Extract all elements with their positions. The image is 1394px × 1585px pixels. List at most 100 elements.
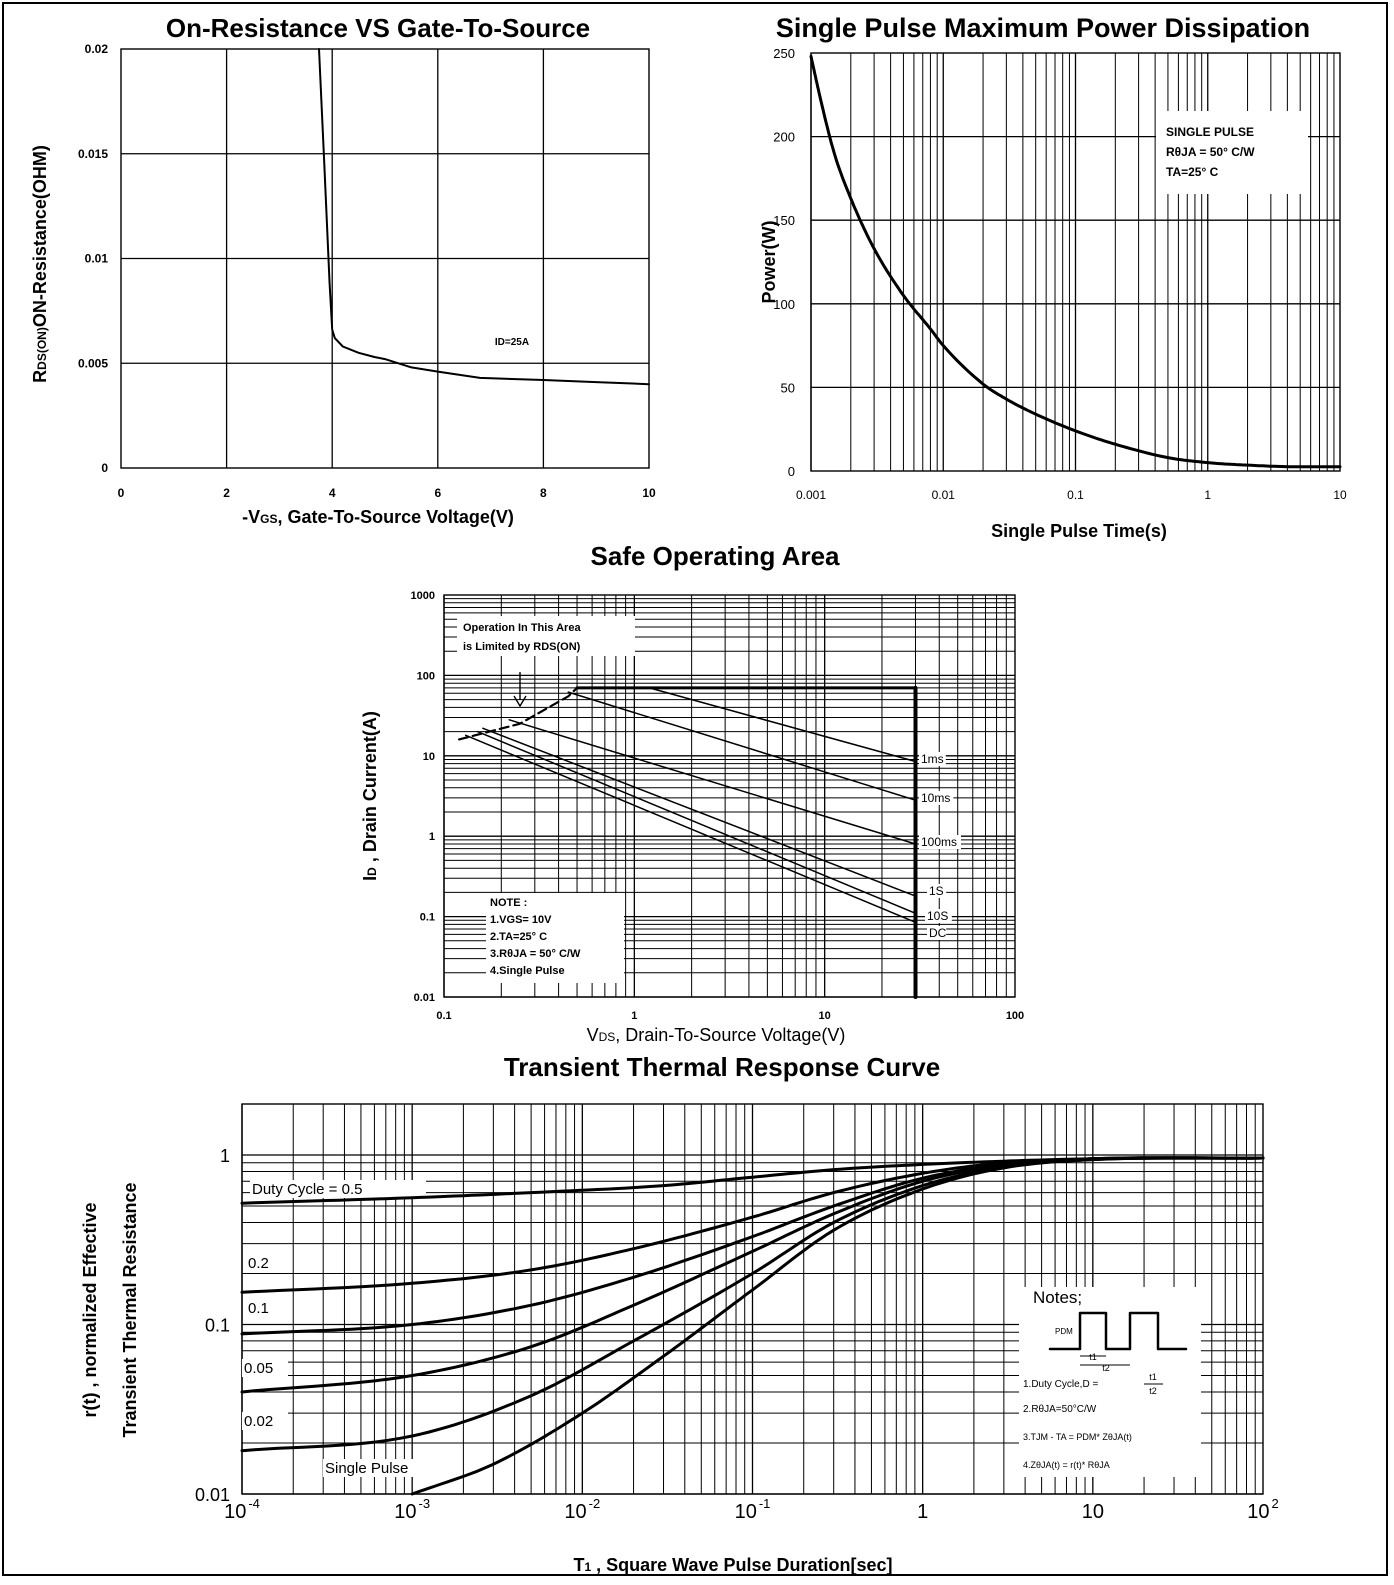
rds-x-axis-label: -VGS, Gate-To-Source Voltage(V) xyxy=(242,507,514,527)
x-tick-label: 2 xyxy=(223,486,230,500)
power-y-axis-label: Power(W) xyxy=(759,220,779,303)
x-tick-base: 10 xyxy=(1247,1501,1269,1523)
duty-fraction-denominator: t2 xyxy=(1149,1386,1157,1396)
thermal-series-label: 0.02 xyxy=(244,1413,273,1430)
y-tick-label: 1000 xyxy=(411,590,435,602)
x-tick-exponent: -2 xyxy=(589,1496,601,1511)
thermal-plot-frame xyxy=(241,1103,1264,1495)
x-tick-label: 10 -2 xyxy=(564,1496,600,1523)
power-legend-line: SINGLE PULSE xyxy=(1166,125,1254,139)
pulse-t1-label: t1 xyxy=(1089,1352,1097,1362)
thermal-note-line: 4.ZθJA(t) = r(t)* RθJA xyxy=(1023,1460,1110,1470)
soa-label-bg xyxy=(927,926,947,940)
rds-plot-frame xyxy=(120,48,650,469)
y-tick-label: 1 xyxy=(429,831,435,843)
thermal-y-axis-label-line: r(t) , normalized Effective xyxy=(80,1202,100,1417)
x-label-sub: GS xyxy=(260,512,277,526)
power-legend-box xyxy=(1156,111,1308,194)
soa-note-line: 4.Single Pulse xyxy=(490,965,565,977)
y-tick-label: 0.005 xyxy=(78,356,108,370)
y-tick-label: 0.1 xyxy=(205,1316,230,1336)
thermal-label-bg xyxy=(323,1459,443,1477)
power-legend-line: TA=25° C xyxy=(1166,165,1219,179)
x-tick-label: 8 xyxy=(540,486,547,500)
thermal-label-bg xyxy=(242,1412,288,1430)
x-tick-label: 4 xyxy=(329,486,336,500)
x-tick-base: 10 xyxy=(564,1501,586,1523)
soa-series-label: 10S xyxy=(927,909,948,923)
thermal-label-bg xyxy=(250,1180,426,1198)
power-legend-line: RθJA = 50° C/W xyxy=(1166,145,1255,159)
x-tick-label: 0.1 xyxy=(436,1010,451,1022)
y-tick-label: 0 xyxy=(101,461,108,475)
soa-rds-note-line: Operation In This Area xyxy=(463,622,581,634)
x-tick-base: 10 xyxy=(394,1501,416,1523)
thermal-x-axis-label: T1 , Square Wave Pulse Duration[sec] xyxy=(573,1555,892,1575)
thermal-label-bg xyxy=(242,1359,288,1377)
x-tick-base: 10 xyxy=(735,1501,757,1523)
thermal-notes-box xyxy=(1019,1287,1201,1477)
x-tick-label: 10 xyxy=(819,1010,831,1022)
soa-note-line: NOTE : xyxy=(490,897,527,909)
rds-condition-label: ID=25A xyxy=(495,337,529,348)
x-tick-label: 1 xyxy=(917,1501,928,1523)
y-tick-label: 100 xyxy=(773,297,795,312)
soa-rds-note-box xyxy=(457,616,635,656)
rds-chart: On-Resistance VS Gate-To-Source 0 2 4 6 8 10 0 0… xyxy=(30,13,656,527)
soa-note-box xyxy=(486,893,624,983)
x-tick-label: 0.1 xyxy=(1067,488,1084,502)
x-tick-label: 10 -4 xyxy=(224,1496,260,1523)
x-tick-label: 1 xyxy=(1204,488,1211,502)
y-label-rest: ON-Resistance(OHM) xyxy=(30,145,50,327)
x-label-rest: , Square Wave Pulse Duration[sec] xyxy=(591,1555,892,1575)
y-tick-label: 0.02 xyxy=(85,42,109,56)
soa-line-dc xyxy=(464,734,917,924)
y-tick-label: 250 xyxy=(773,46,795,61)
thermal-note-line: 2.RθJA=50°C/W xyxy=(1023,1404,1097,1415)
soa-plot-frame xyxy=(443,594,1016,998)
x-label-rest: , Drain-To-Source Voltage(V) xyxy=(615,1025,845,1045)
soa-rds-arrow-head xyxy=(513,695,527,708)
pulse-pdm-label: PDM xyxy=(1055,1327,1073,1336)
y-tick-label: 0.01 xyxy=(85,252,109,266)
y-label-sub: DS(ON) xyxy=(35,327,49,370)
soa-rds-note-line: is Limited by RDS(ON) xyxy=(463,641,581,653)
soa-label-bg xyxy=(919,791,954,805)
x-tick-label: 10 xyxy=(1082,1501,1104,1523)
soa-y-axis-label: ID , Drain Current(A) xyxy=(360,711,380,881)
soa-label-bg xyxy=(919,752,946,766)
thermal-note-line: 1.Duty Cycle,D = xyxy=(1023,1379,1098,1390)
x-tick-label: 10 xyxy=(1333,488,1347,502)
soa-line-10s xyxy=(476,730,917,915)
rds-curve xyxy=(318,48,650,386)
y-tick-label: 10 xyxy=(423,751,435,763)
thermal-series-label: Single Pulse xyxy=(325,1460,408,1477)
pulse-t2-label: t2 xyxy=(1102,1363,1110,1373)
soa-line-10ms xyxy=(567,691,917,801)
thermal-series-label: Duty Cycle = 0.5 xyxy=(252,1181,362,1198)
power-plot-frame xyxy=(810,52,1341,472)
soa-series-label: 1S xyxy=(929,884,944,898)
thermal-note-line: 3.TJM - TA = PDM* ZθJA(t) xyxy=(1023,1432,1132,1442)
thermal-label-bg xyxy=(246,1254,286,1272)
power-chart: Single Pulse Maximum Power Dissipation 0.… xyxy=(759,13,1347,541)
thermal-y-axis-label-line: Transient Thermal Resistance xyxy=(120,1182,140,1437)
thermal-label-bg xyxy=(246,1299,286,1317)
power-curve xyxy=(809,54,1342,469)
thermal-chart-title: Transient Thermal Response Curve xyxy=(504,1052,940,1082)
power-x-axis-label: Single Pulse Time(s) xyxy=(991,521,1167,541)
x-tick-label: 10 -1 xyxy=(735,1496,771,1523)
soa-note-line: 1.VGS= 10V xyxy=(490,914,552,926)
soa-label-bg xyxy=(919,835,961,849)
duty-fraction-numerator: t1 xyxy=(1149,1372,1157,1382)
soa-line-1s xyxy=(482,727,917,897)
thermal-notes-heading: Notes; xyxy=(1033,1288,1082,1307)
x-label-main: T xyxy=(573,1555,584,1575)
x-tick-exponent: -4 xyxy=(248,1496,260,1511)
y-label-main: I xyxy=(360,876,380,881)
y-tick-label: 0.1 xyxy=(420,912,435,924)
soa-series-label: 1ms xyxy=(921,752,944,766)
y-label-rest: , Drain Current(A) xyxy=(360,711,380,867)
